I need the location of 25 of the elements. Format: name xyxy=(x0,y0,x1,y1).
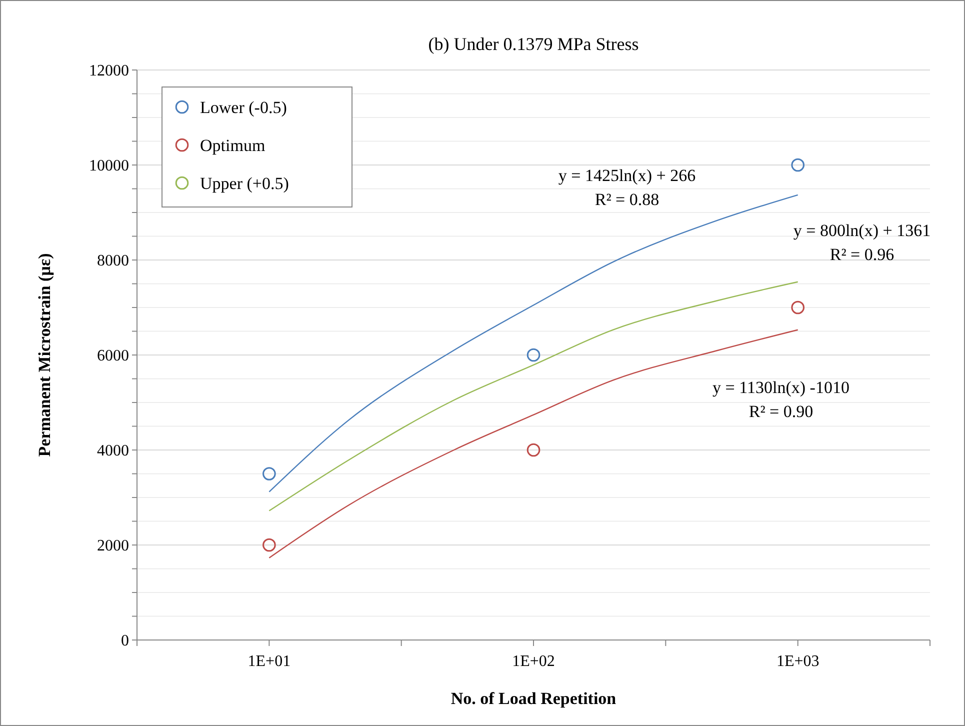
annotation: y = 1130ln(x) -1010 R² = 0.90 xyxy=(712,378,850,421)
y-tick-label: 6000 xyxy=(97,348,129,365)
point xyxy=(791,300,805,314)
point xyxy=(262,467,276,480)
x-axis-title: No. of Load Repetition xyxy=(450,689,617,708)
y-tick-label: 0 xyxy=(121,632,129,650)
y-tick-label: 8000 xyxy=(97,252,129,270)
y-tick-label: 10000 xyxy=(89,158,129,175)
x-tick-label: 1E+03 xyxy=(776,653,820,670)
annotation: y = 800ln(x) + 1361 R² = 0.96 xyxy=(793,221,931,264)
legend-label: Lower (-0.5) xyxy=(200,98,287,117)
legend-label: Optimum xyxy=(200,136,266,155)
annotation: y = 1425ln(x) + 266 R² = 0.88 xyxy=(558,166,696,209)
y-tick-label: 12000 xyxy=(89,62,129,80)
y-tick-label: 4000 xyxy=(97,442,129,460)
chart-title: (b) Under 0.1379 MPa Stress xyxy=(428,34,639,54)
point xyxy=(526,348,540,362)
point xyxy=(262,538,276,552)
y-tick-label: 2000 xyxy=(97,538,129,555)
point xyxy=(791,158,805,172)
y-axis-title: Permanent Microstrain (με) xyxy=(35,253,54,457)
point xyxy=(526,443,540,457)
legend-label: Upper (+0.5) xyxy=(200,174,289,193)
x-tick-label: 1E+01 xyxy=(248,653,291,670)
x-tick-label: 1E+02 xyxy=(512,653,555,670)
